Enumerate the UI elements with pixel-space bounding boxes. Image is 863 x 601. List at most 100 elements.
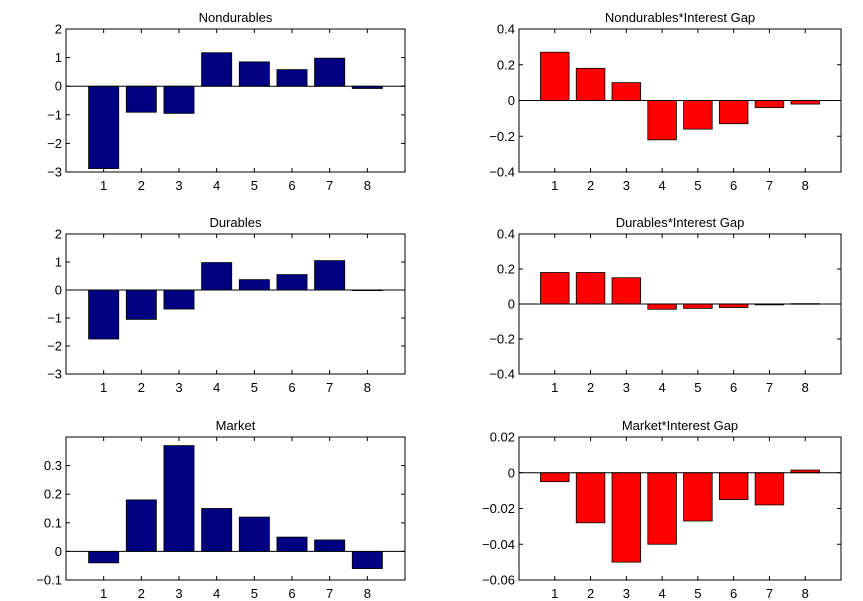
x-tick-label: 1 xyxy=(551,380,558,395)
chart-panel-6: Market*Interest Gap −0.06 −0.04 −0.02 0 0.02 1… xyxy=(482,418,842,601)
bar-7 xyxy=(754,472,785,506)
bar-2 xyxy=(575,67,606,101)
x-tick-label: 5 xyxy=(694,178,701,193)
y-tick-label: 0.4 xyxy=(497,22,515,37)
x-tick-label: 8 xyxy=(802,380,809,395)
y-tick-label: −2 xyxy=(47,136,62,151)
y-tick-label: 0 xyxy=(55,79,62,94)
x-tick-label: 7 xyxy=(326,178,333,193)
y-tick-label: 0.1 xyxy=(44,515,62,530)
x-tick-label: 3 xyxy=(175,178,182,193)
y-tick-label: 0.2 xyxy=(497,57,515,72)
axes-box xyxy=(65,233,406,375)
bar-6 xyxy=(718,303,749,308)
x-tick-label: 4 xyxy=(658,380,665,395)
x-tick-label: 2 xyxy=(587,178,594,193)
x-tick-label: 5 xyxy=(251,380,258,395)
bar-3 xyxy=(611,82,642,101)
x-tick-label: 2 xyxy=(138,178,145,193)
bar-7 xyxy=(314,57,346,87)
y-tick-label: −0.06 xyxy=(482,573,515,588)
x-tick-label: 2 xyxy=(138,380,145,395)
bar-2 xyxy=(575,472,606,524)
x-tick-label: 6 xyxy=(730,586,737,601)
x-tick-label: 6 xyxy=(288,586,295,601)
x-tick-label: 6 xyxy=(730,380,737,395)
x-tick-label: 2 xyxy=(587,380,594,395)
bar-5 xyxy=(238,61,270,87)
x-tick-label: 6 xyxy=(288,178,295,193)
y-tick-label: 0.02 xyxy=(490,430,515,445)
y-tick-label: −2 xyxy=(47,339,62,354)
y-tick-label: −1 xyxy=(47,107,62,122)
x-tick-label: 8 xyxy=(802,586,809,601)
bar-4 xyxy=(201,262,233,291)
axes-box xyxy=(65,28,406,173)
x-tick-label: 4 xyxy=(213,178,220,193)
x-tick-label: 3 xyxy=(175,380,182,395)
y-tick-label: 2 xyxy=(55,227,62,242)
x-tick-label: 8 xyxy=(364,178,371,193)
bar-6 xyxy=(718,472,749,500)
x-tick-label: 8 xyxy=(802,178,809,193)
x-tick-label: 7 xyxy=(326,380,333,395)
chart-panel-4: Durables*Interest Gap −0.4 −0.2 0 0.2 0.4 1 2 3 4… xyxy=(489,215,842,395)
y-tick-label: 1 xyxy=(55,255,62,270)
bar-8 xyxy=(790,100,820,105)
x-tick-label: 5 xyxy=(251,178,258,193)
bar-2 xyxy=(125,289,157,320)
bar-2 xyxy=(125,85,157,113)
x-tick-label: 3 xyxy=(623,178,630,193)
chart-title: Durables xyxy=(209,215,262,230)
chart-panel-5: Market −0.1 0 0.1 0.2 0.3 1 2 3 4 5 6 7 8 xyxy=(36,418,406,601)
bar-1 xyxy=(540,51,570,101)
x-tick-label: 3 xyxy=(623,380,630,395)
x-tick-label: 4 xyxy=(658,586,665,601)
x-tick-label: 7 xyxy=(326,586,333,601)
chart-panel-3: Durables −3 −2 −1 0 1 2 1 2 3 4 5 6 7 8 xyxy=(47,215,406,395)
y-tick-label: −0.2 xyxy=(489,129,515,144)
bar-6 xyxy=(276,274,308,291)
y-tick-label: 0.2 xyxy=(44,487,62,502)
y-tick-label: 0.2 xyxy=(497,262,515,277)
x-tick-label: 6 xyxy=(288,380,295,395)
x-tick-label: 5 xyxy=(251,586,258,601)
bar-3 xyxy=(163,445,195,552)
x-tick-label: 4 xyxy=(213,586,220,601)
axes-box xyxy=(65,436,406,581)
chart-panel-1: Nondurables −3 −2 −1 0 1 2 1 2 3 4 5 6 7 8 xyxy=(47,10,406,193)
bar-3 xyxy=(611,277,642,305)
y-tick-label: −0.04 xyxy=(482,537,515,552)
x-tick-label: 8 xyxy=(364,380,371,395)
y-tick-label: −0.4 xyxy=(489,367,515,382)
x-tick-label: 6 xyxy=(730,178,737,193)
x-tick-label: 5 xyxy=(694,380,701,395)
y-tick-label: −3 xyxy=(47,165,62,180)
x-tick-label: 7 xyxy=(766,178,773,193)
y-tick-label: −0.4 xyxy=(489,165,515,180)
bar-7 xyxy=(754,100,785,109)
x-tick-label: 1 xyxy=(100,178,107,193)
axes-box xyxy=(518,436,842,581)
y-tick-label: −0.1 xyxy=(36,573,62,588)
y-tick-label: 0 xyxy=(508,93,515,108)
x-tick-label: 4 xyxy=(213,380,220,395)
bar-2 xyxy=(575,272,606,305)
x-tick-label: 2 xyxy=(138,586,145,601)
y-tick-label: −0.2 xyxy=(489,332,515,347)
x-tick-label: 5 xyxy=(694,586,701,601)
bar-7 xyxy=(314,539,346,552)
bar-1 xyxy=(540,272,570,305)
x-tick-label: 1 xyxy=(100,586,107,601)
x-tick-label: 1 xyxy=(551,586,558,601)
bar-3 xyxy=(163,85,195,114)
bar-4 xyxy=(647,303,677,310)
bar-2 xyxy=(125,499,157,552)
bar-1 xyxy=(88,289,120,340)
x-tick-label: 7 xyxy=(766,586,773,601)
y-tick-label: −0.02 xyxy=(482,501,515,516)
chart-panel-2: Nondurables*Interest Gap −0.4 −0.2 0 0.2 0.4 1… xyxy=(489,10,842,193)
y-tick-label: 1 xyxy=(55,50,62,65)
x-tick-label: 2 xyxy=(587,586,594,601)
